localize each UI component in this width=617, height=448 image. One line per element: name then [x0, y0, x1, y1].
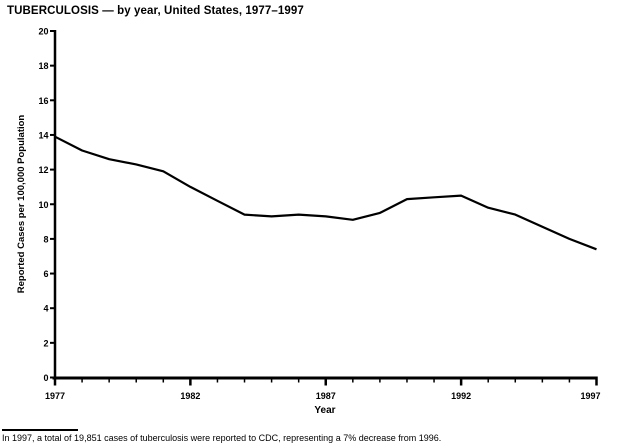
y-tick-label: 0	[43, 373, 48, 383]
chart-title: TUBERCULOSIS — by year, United States, 1…	[7, 5, 304, 17]
footnote-rule	[2, 429, 78, 431]
y-tick-label: 18	[38, 61, 48, 71]
x-axis-ticks: 1977 1982 1987 1992 1997	[45, 376, 601, 401]
y-tick-label: 10	[38, 200, 48, 210]
y-tick-label: 2	[43, 338, 48, 348]
axes	[52, 30, 598, 380]
y-tick-label: 4	[43, 304, 48, 314]
y-tick-label: 8	[43, 234, 48, 244]
footnote-text: In 1997, a total of 19,851 cases of tube…	[2, 433, 442, 443]
x-tick-label: 1977	[45, 391, 65, 401]
x-axis-title: Year	[314, 405, 335, 416]
x-tick-label: 1997	[580, 391, 600, 401]
x-tick-label: 1987	[316, 391, 336, 401]
y-axis-title: Reported Cases per 100,000 Population	[16, 115, 27, 294]
y-tick-label: 20	[38, 27, 48, 37]
y-tick-label: 16	[38, 96, 48, 106]
y-tick-label: 6	[43, 269, 48, 279]
x-tick-label: 1992	[451, 391, 471, 401]
y-tick-label: 14	[38, 130, 48, 140]
tb-rate-line	[54, 135, 597, 251]
x-tick-label: 1982	[180, 391, 200, 401]
y-axis-ticks: 0 2 4 6 8 10 12 14 16 18 20	[38, 27, 56, 383]
y-tick-label: 12	[38, 165, 48, 175]
